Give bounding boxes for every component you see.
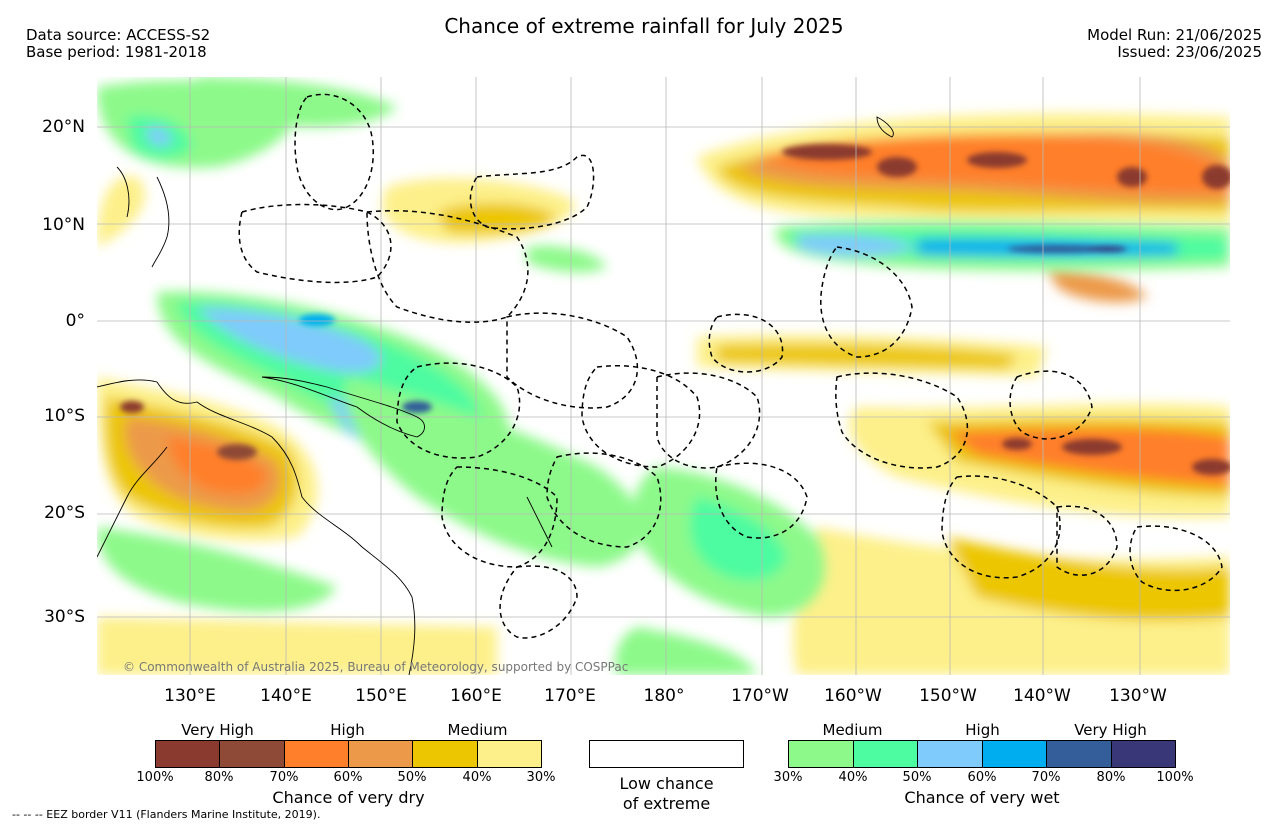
wet-tick: 100%: [1156, 770, 1194, 785]
lat-label: 10°S: [44, 406, 85, 426]
wet-category-very-high: Very High: [1074, 721, 1147, 739]
lon-label: 150°E: [355, 686, 407, 706]
copyright-notice: © Commonwealth of Australia 2025, Bureau…: [123, 660, 629, 674]
dry-caption: Chance of very dry: [272, 788, 425, 807]
wet-swatch: [853, 741, 918, 767]
very-dry-cores: [120, 144, 1230, 475]
dry-swatch: [413, 741, 478, 767]
eez-borders: [238, 93, 1223, 639]
dry-anomaly-fields: [97, 113, 1230, 675]
wet-swatch: [918, 741, 983, 767]
coastlines: [97, 116, 894, 675]
eez-footnote: -- -- -- EEZ border V11 (Flanders Marine…: [12, 808, 321, 821]
lon-label: 130°W: [1109, 686, 1167, 706]
rainfall-map: [97, 77, 1230, 675]
dry-swatch: [220, 741, 285, 767]
lon-label: 150°W: [919, 686, 977, 706]
header-left: Data source: ACCESS-S2 Base period: 1981…: [26, 27, 210, 61]
map-title: Chance of extreme rainfall for July 2025: [444, 14, 844, 38]
lat-label: 0°: [65, 311, 85, 331]
dry-category-medium: Medium: [447, 721, 508, 739]
lat-label: 20°N: [42, 117, 85, 137]
base-period-label: Base period: 1981-2018: [26, 43, 207, 61]
lat-label: 10°N: [42, 215, 85, 235]
wet-tick: 50%: [902, 770, 932, 785]
wet-tick: 60%: [967, 770, 997, 785]
dry-colorbar: [155, 740, 542, 768]
lon-label: 170°E: [544, 686, 596, 706]
header-right: Model Run: 21/06/2025 Issued: 23/06/2025: [1087, 27, 1262, 61]
lon-label: 170°W: [731, 686, 789, 706]
very-wet-cores: [299, 245, 1127, 413]
graticule: [97, 77, 1230, 675]
low-chance-caption: Low chance of extreme: [589, 774, 744, 814]
wet-swatch: [1047, 741, 1112, 767]
lon-label: 140°W: [1013, 686, 1071, 706]
wet-tick: 80%: [1096, 770, 1126, 785]
dry-swatch: [477, 741, 541, 767]
low-chance-line2: of extreme: [622, 794, 711, 813]
low-chance-line1: Low chance: [619, 774, 714, 793]
dry-swatch: [348, 741, 414, 767]
wet-tick: 40%: [838, 770, 868, 785]
dry-tick: 100%: [136, 770, 174, 785]
lat-label: 30°S: [44, 607, 85, 627]
wet-swatch: [1111, 741, 1175, 767]
dry-tick: 60%: [333, 770, 363, 785]
wet-tick: 30%: [773, 770, 803, 785]
lon-label: 160°W: [824, 686, 882, 706]
model-run-label: Model Run: 21/06/2025: [1087, 26, 1262, 44]
dry-tick: 50%: [397, 770, 427, 785]
low-chance-swatch: [589, 740, 744, 768]
dry-category-very-high: Very High: [181, 721, 254, 739]
dry-tick: 30%: [526, 770, 556, 785]
dry-swatch: [284, 741, 349, 767]
dry-tick: 40%: [462, 770, 492, 785]
wet-caption: Chance of very wet: [904, 788, 1060, 807]
wet-swatch: [982, 741, 1047, 767]
lon-label: 180°: [643, 686, 685, 706]
wet-swatch: [789, 741, 854, 767]
dry-category-high: High: [330, 721, 365, 739]
dry-tick: 80%: [204, 770, 234, 785]
dry-swatch: [156, 741, 221, 767]
lon-label: 140°E: [260, 686, 312, 706]
issued-label: Issued: 23/06/2025: [1117, 43, 1262, 61]
wet-tick: 70%: [1031, 770, 1061, 785]
lat-label: 20°S: [44, 503, 85, 523]
wet-colorbar: [788, 740, 1176, 768]
data-source-label: Data source: ACCESS-S2: [26, 26, 211, 44]
lon-label: 130°E: [164, 686, 216, 706]
wet-category-high: High: [965, 721, 1000, 739]
dry-tick: 70%: [269, 770, 299, 785]
wet-category-medium: Medium: [822, 721, 883, 739]
lon-label: 160°E: [450, 686, 502, 706]
